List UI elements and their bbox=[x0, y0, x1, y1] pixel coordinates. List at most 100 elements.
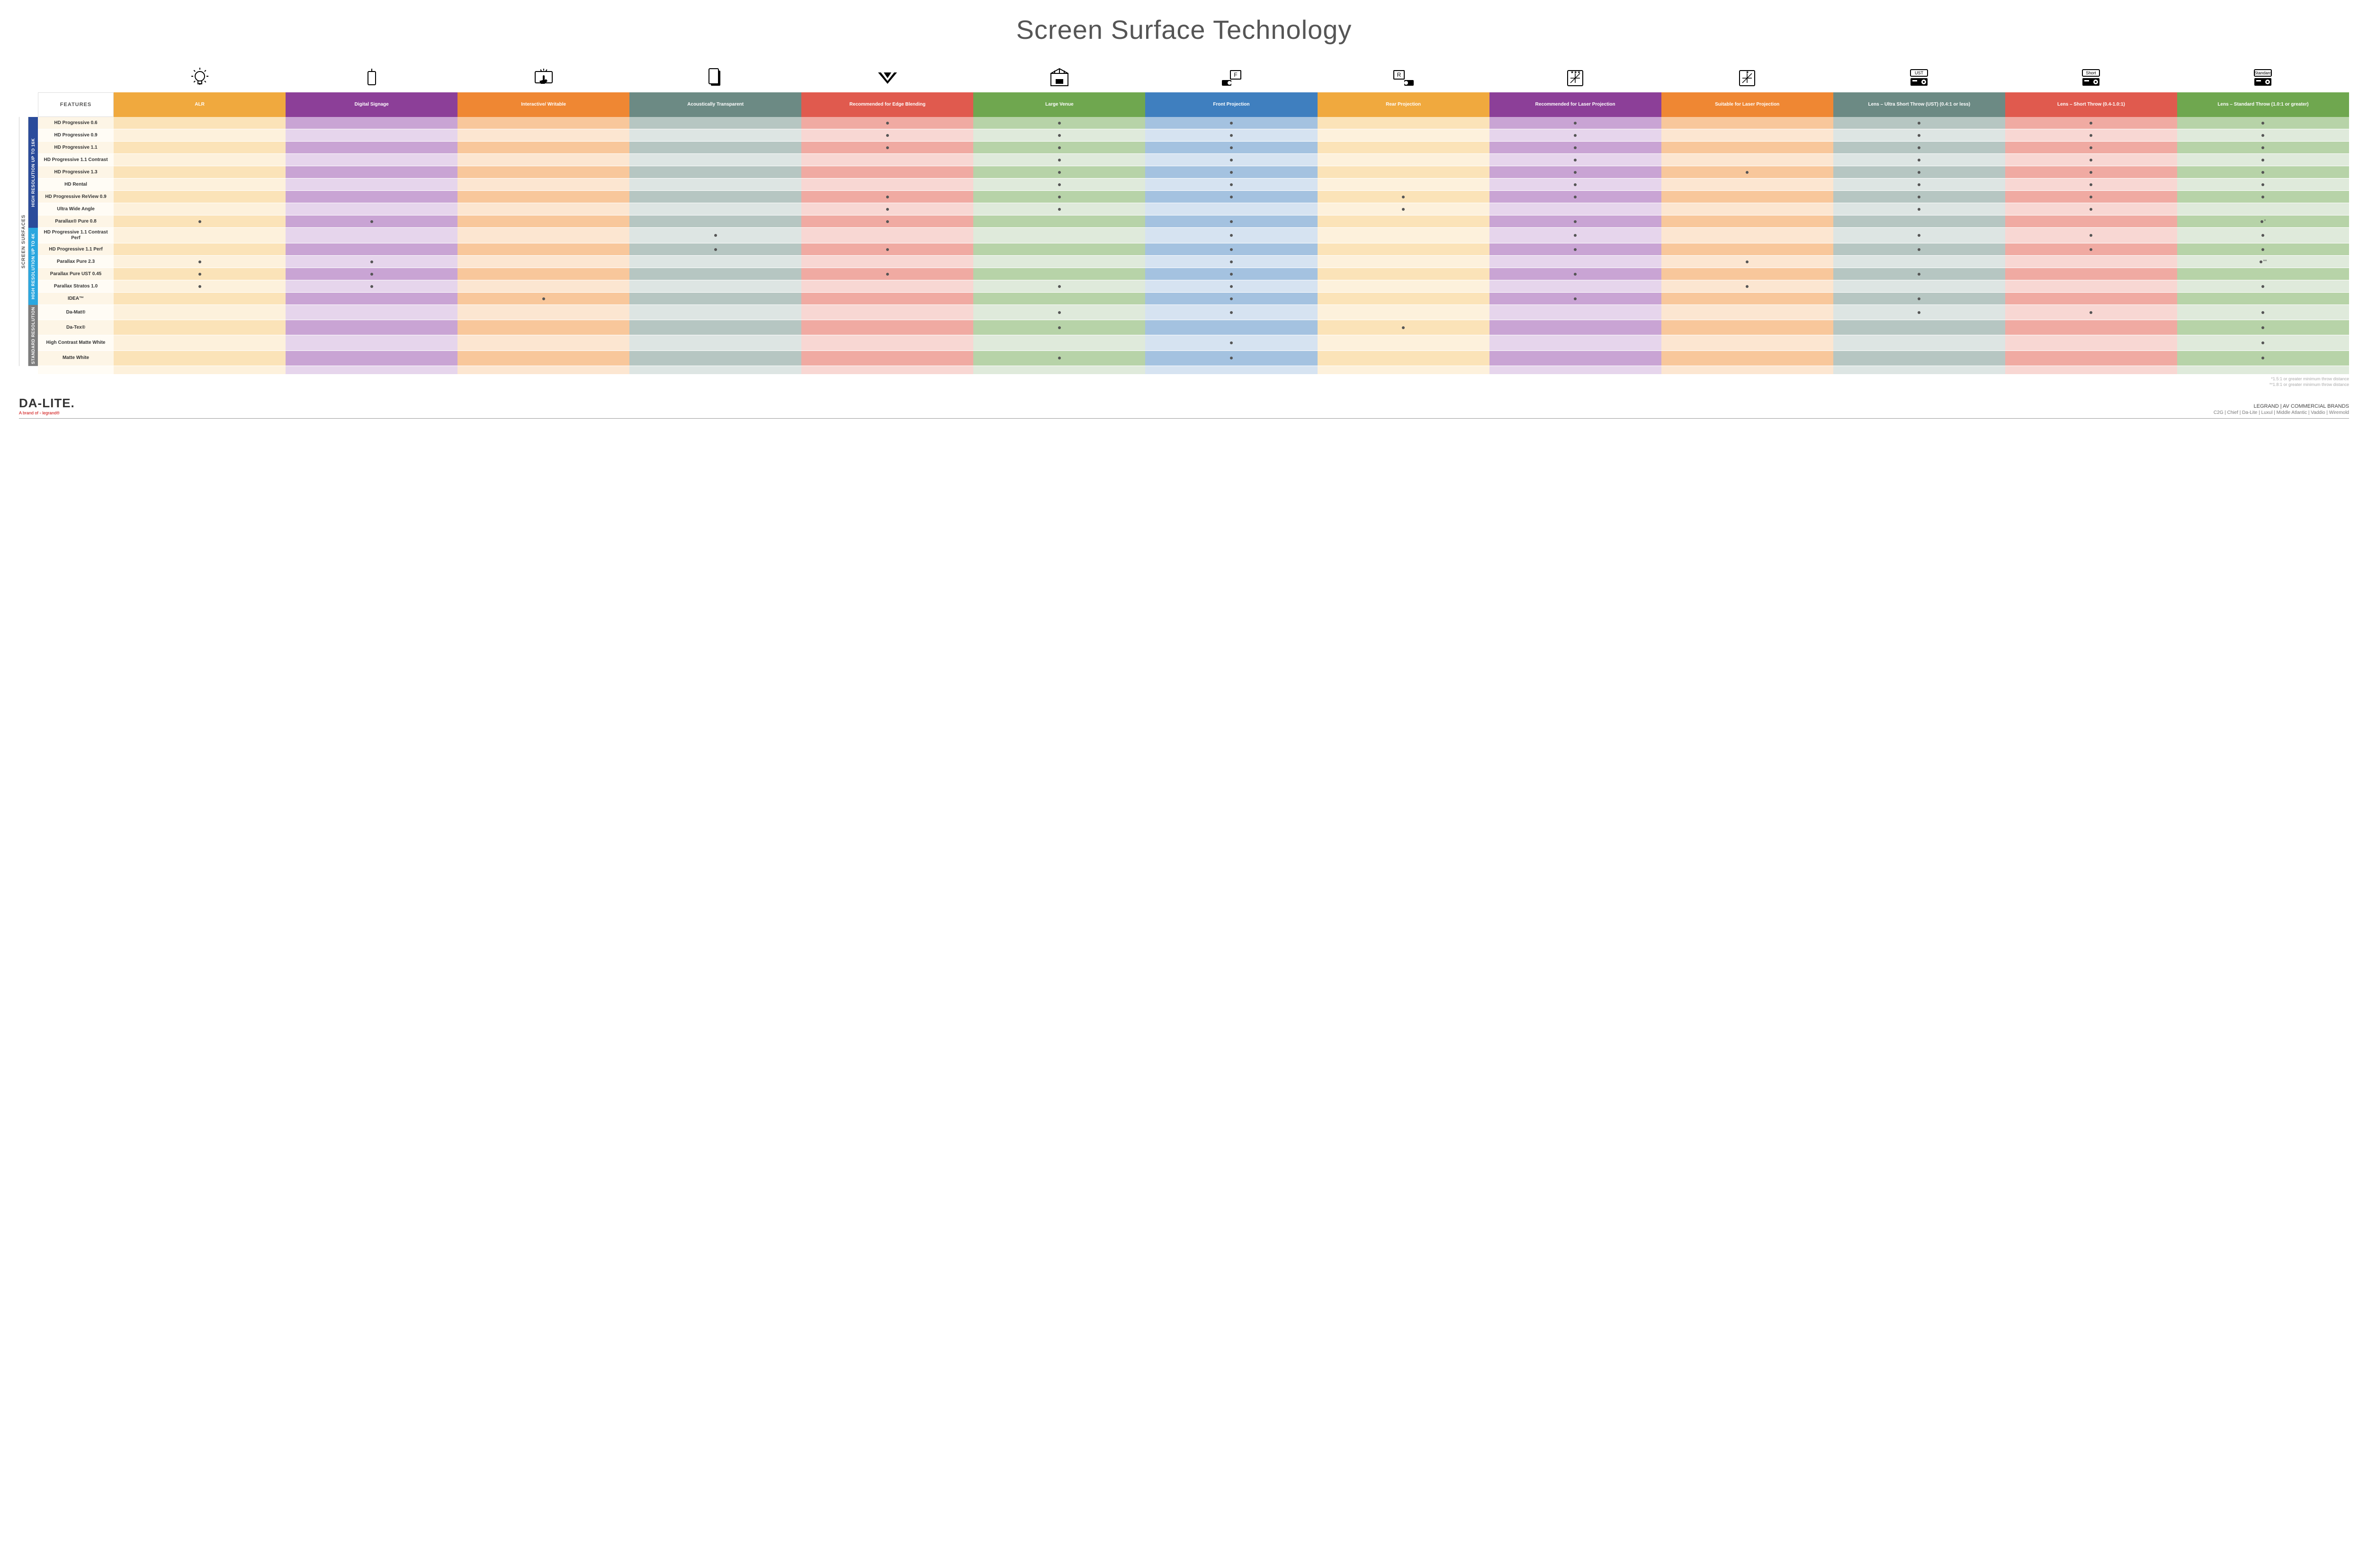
data-cell bbox=[286, 179, 457, 191]
data-cell bbox=[114, 166, 286, 179]
svg-text:Standard: Standard bbox=[2254, 71, 2272, 75]
data-cell bbox=[1489, 166, 1661, 179]
data-cell bbox=[629, 215, 801, 228]
data-cell bbox=[1145, 117, 1317, 129]
data-cell bbox=[801, 117, 973, 129]
data-cell bbox=[1489, 154, 1661, 166]
data-cell bbox=[286, 215, 457, 228]
data-cell bbox=[1145, 142, 1317, 154]
data-cell bbox=[457, 305, 629, 320]
data-cell bbox=[1661, 293, 1833, 305]
data-cell bbox=[2177, 117, 2349, 129]
column-icon: Short bbox=[2005, 59, 2177, 92]
data-cell bbox=[629, 243, 801, 256]
spacer bbox=[38, 366, 114, 375]
bulb-icon bbox=[188, 67, 211, 90]
spine-screen-surfaces: SCREEN SURFACES bbox=[19, 117, 28, 366]
data-cell bbox=[1489, 293, 1661, 305]
data-cell bbox=[2005, 243, 2177, 256]
column-header: Recommended for Laser Projection bbox=[1489, 92, 1661, 117]
data-cell bbox=[457, 256, 629, 268]
svg-text:Short: Short bbox=[2086, 71, 2097, 75]
column-icon bbox=[801, 59, 973, 92]
data-cell bbox=[1833, 293, 2005, 305]
data-cell bbox=[629, 142, 801, 154]
data-cell bbox=[1318, 154, 1489, 166]
row-label: HD Progressive 1.1 Perf bbox=[38, 243, 114, 256]
data-cell bbox=[973, 335, 1145, 350]
data-cell bbox=[973, 117, 1145, 129]
row-label: HD Progressive 1.1 bbox=[38, 142, 114, 154]
data-cell bbox=[1489, 179, 1661, 191]
data-cell bbox=[2005, 117, 2177, 129]
data-cell bbox=[2177, 268, 2349, 280]
data-cell bbox=[1833, 191, 2005, 203]
data-cell bbox=[457, 142, 629, 154]
column-header: Lens – Short Throw (0.4-1.0:1) bbox=[2005, 92, 2177, 117]
data-cell bbox=[1833, 351, 2005, 366]
spacer-cell bbox=[1833, 366, 2005, 375]
data-cell bbox=[1318, 243, 1489, 256]
data-cell bbox=[1833, 320, 2005, 335]
brand-logo: DA-LITE. bbox=[19, 396, 75, 411]
column-header: Digital Signage bbox=[286, 92, 457, 117]
data-cell bbox=[1145, 256, 1317, 268]
data-cell bbox=[1833, 243, 2005, 256]
blend-icon bbox=[876, 67, 899, 90]
projUST-icon: UST bbox=[1908, 67, 1930, 90]
data-cell bbox=[114, 117, 286, 129]
data-cell bbox=[801, 154, 973, 166]
data-cell bbox=[973, 129, 1145, 142]
spacer-cell bbox=[973, 366, 1145, 375]
page-title: Screen Surface Technology bbox=[19, 14, 2349, 45]
data-cell bbox=[1833, 280, 2005, 293]
data-cell bbox=[114, 154, 286, 166]
spacer-cell bbox=[801, 366, 973, 375]
data-cell bbox=[1489, 228, 1661, 243]
spacer-cell bbox=[1318, 366, 1489, 375]
data-cell bbox=[629, 179, 801, 191]
data-cell bbox=[973, 268, 1145, 280]
data-cell bbox=[1318, 335, 1489, 350]
data-cell bbox=[1833, 154, 2005, 166]
data-cell bbox=[801, 268, 973, 280]
data-cell bbox=[973, 203, 1145, 215]
data-cell bbox=[1318, 305, 1489, 320]
row-label: HD Rental bbox=[38, 179, 114, 191]
data-cell bbox=[1489, 268, 1661, 280]
column-icon: ★★★ bbox=[1489, 59, 1661, 92]
data-cell bbox=[801, 305, 973, 320]
svg-text:UST: UST bbox=[1915, 71, 1924, 75]
data-cell bbox=[2177, 142, 2349, 154]
data-cell bbox=[1489, 191, 1661, 203]
data-cell bbox=[1145, 335, 1317, 350]
row-label: HD Progressive 1.1 Contrast Perf bbox=[38, 228, 114, 243]
row-label: HD Progressive 1.3 bbox=[38, 166, 114, 179]
data-cell bbox=[2177, 228, 2349, 243]
svg-text:★★★: ★★★ bbox=[1570, 70, 1581, 74]
column-icon: ★ bbox=[1661, 59, 1833, 92]
data-cell bbox=[2005, 129, 2177, 142]
data-cell bbox=[2177, 203, 2349, 215]
data-cell bbox=[973, 166, 1145, 179]
column-header: Front Projection bbox=[1145, 92, 1317, 117]
column-icon: Standard bbox=[2177, 59, 2349, 92]
data-cell bbox=[629, 191, 801, 203]
data-cell bbox=[801, 228, 973, 243]
data-cell bbox=[286, 166, 457, 179]
data-cell bbox=[1145, 228, 1317, 243]
data-cell: ** bbox=[2177, 256, 2349, 268]
brand-subline: A brand of ▫ legrand® bbox=[19, 411, 75, 415]
data-cell bbox=[114, 179, 286, 191]
column-header: Lens – Ultra Short Throw (UST) (0.4:1 or… bbox=[1833, 92, 2005, 117]
data-cell bbox=[629, 117, 801, 129]
data-cell bbox=[1661, 117, 1833, 129]
spacer-cell bbox=[457, 366, 629, 375]
data-cell bbox=[457, 351, 629, 366]
data-cell bbox=[1661, 305, 1833, 320]
data-cell bbox=[457, 154, 629, 166]
data-cell bbox=[457, 320, 629, 335]
spacer-cell bbox=[2005, 366, 2177, 375]
column-header: Suitable for Laser Projection bbox=[1661, 92, 1833, 117]
data-cell bbox=[457, 293, 629, 305]
